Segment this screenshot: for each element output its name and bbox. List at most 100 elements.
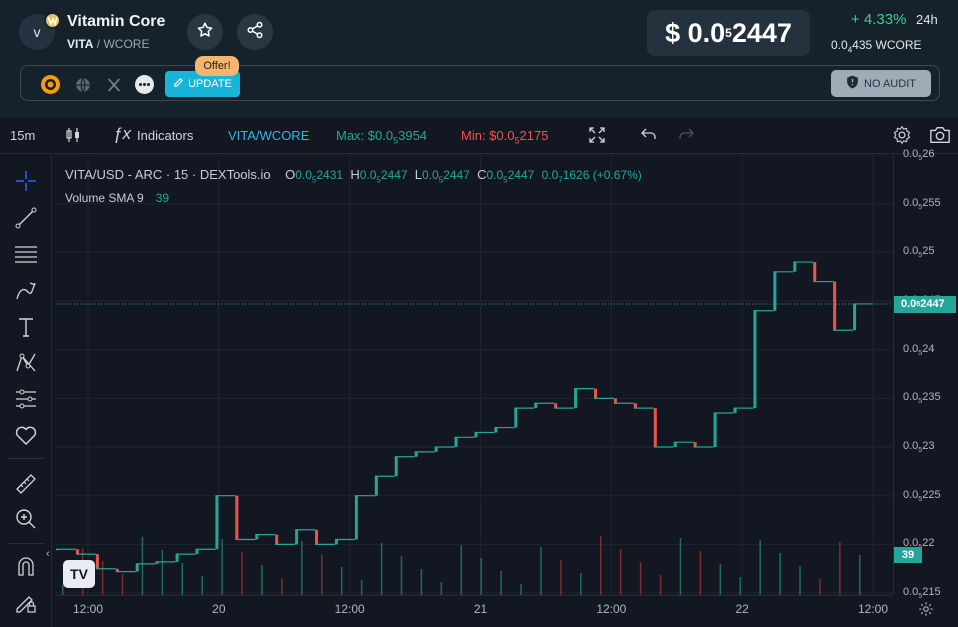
chain-badge-icon	[44, 12, 61, 29]
legend-open-prefix: 0.0	[295, 168, 312, 182]
candle-type-icon[interactable]	[64, 126, 82, 147]
legend-title: VITA/USD - ARC · 15 · DEXTools.io	[65, 167, 271, 182]
token-name: Vitamin Core	[67, 13, 166, 30]
text-tool-icon[interactable]	[12, 313, 40, 341]
settings-gear-icon[interactable]	[892, 125, 912, 148]
candle	[494, 427, 498, 433]
volume-bar	[719, 564, 722, 595]
candle	[155, 561, 159, 564]
favorite-button[interactable]	[187, 14, 223, 50]
undo-icon[interactable]	[640, 127, 657, 144]
crosshair-tool-icon[interactable]	[12, 167, 40, 195]
volume-bar	[161, 550, 164, 595]
legend-close: 0.052447	[486, 168, 534, 185]
ruler-tool-icon[interactable]	[12, 470, 40, 498]
volume-tag: 39	[894, 547, 922, 563]
max-label: Max: $0.0	[336, 128, 394, 143]
edit-icon	[173, 77, 184, 91]
candle	[454, 437, 458, 448]
legend-open: 0.052431	[295, 168, 344, 185]
min-zero-count: 5	[514, 135, 520, 146]
legend-close-prefix: 0.0	[486, 168, 504, 182]
price-axis-label: 0.0523	[903, 440, 935, 455]
volume-bar	[839, 542, 841, 595]
shield-icon	[846, 75, 859, 92]
candle	[534, 403, 538, 409]
price-zero-count: 5	[725, 26, 732, 40]
social-links-bar: UPDATE NO AUDIT	[20, 65, 940, 101]
interval-selector[interactable]: 15m	[10, 128, 36, 143]
time-axis-label: 12:00	[72, 602, 104, 616]
legend-open-digits: 2431	[316, 168, 344, 182]
share-icon	[246, 21, 264, 44]
legend-low-digits: 2447	[443, 168, 470, 182]
chart-legend: VITA/USD - ARC · 15 · DEXTools.io O0.052…	[65, 167, 642, 184]
volume-bar	[121, 574, 124, 595]
price-axis-label: 0.05225	[903, 488, 941, 503]
zoom-in-icon[interactable]	[12, 505, 40, 533]
pattern-tool-icon[interactable]	[12, 349, 40, 377]
prediction-tool-icon[interactable]	[12, 385, 40, 413]
price-prefix: $ 0.0	[665, 17, 726, 48]
brush-tool-icon[interactable]	[12, 277, 40, 305]
drawing-tools-panel: ‹	[0, 155, 52, 627]
magnet-icon[interactable]	[12, 553, 40, 581]
candle	[713, 412, 717, 448]
lock-drawing-icon[interactable]	[12, 589, 40, 617]
min-digits: 2175	[519, 128, 549, 143]
camera-icon[interactable]	[929, 125, 951, 148]
max-digits: 3954	[398, 128, 428, 143]
volume-bar	[420, 569, 423, 595]
time-axis-label: 12:00	[334, 602, 365, 616]
more-links-icon[interactable]	[135, 75, 154, 94]
no-audit-button[interactable]: NO AUDIT	[831, 70, 931, 97]
fx-icon[interactable]: ƒx	[113, 124, 131, 143]
legend-change-digits: 1626 (+0.67%)	[562, 168, 642, 182]
chart-toolbar: 15m ƒx Indicators VITA/WCORE Max: $0.0 5 3…	[0, 118, 958, 154]
candle	[833, 281, 837, 331]
pair-selector[interactable]: VITA/WCORE	[228, 128, 310, 143]
volume-bar	[560, 560, 562, 595]
volume-bar	[281, 578, 283, 595]
redo-icon[interactable]	[678, 127, 695, 144]
price-chart[interactable]	[56, 155, 893, 595]
price-axis-label: 0.05215	[903, 586, 941, 601]
volume-bar	[141, 537, 144, 595]
x-twitter-icon[interactable]	[104, 75, 123, 94]
heart-icon[interactable]	[12, 421, 40, 449]
candle	[275, 534, 279, 545]
pair-price-digits: 435	[852, 38, 873, 52]
time-axis-label: 21	[473, 602, 488, 616]
price-axis-label: 0.05235	[903, 391, 941, 406]
price-axis-label: 0.0525	[903, 245, 935, 260]
tradingview-logo-icon[interactable]: TV	[63, 560, 95, 588]
time-axis[interactable]: 12:00 20 12:00 21 12:00 22 12:00	[56, 595, 893, 627]
collapse-panel-icon[interactable]: ‹	[46, 548, 50, 560]
volume-bar	[321, 554, 323, 595]
volume-bar	[340, 567, 343, 595]
offer-badge[interactable]: Offer!	[195, 56, 239, 76]
volume-bar	[580, 573, 582, 595]
candle	[633, 403, 637, 409]
coin-logo-icon[interactable]	[41, 75, 60, 94]
fullscreen-icon[interactable]	[588, 126, 606, 147]
volume-bar	[619, 549, 622, 595]
volume-bar	[460, 545, 463, 595]
trend-line-tool-icon[interactable]	[12, 204, 40, 232]
token-header: v Vitamin Core VITA / WCORE $ 0.0 5 2447 +…	[0, 0, 958, 118]
candle	[594, 388, 598, 399]
legend-open-zeros: 5	[311, 175, 317, 185]
legend-low-zeros: 5	[438, 175, 444, 185]
indicators-button[interactable]: Indicators	[137, 128, 194, 143]
candle	[753, 310, 757, 409]
candle	[574, 388, 578, 409]
volume-bar	[819, 579, 821, 595]
legend-close-zeros: 5	[503, 175, 508, 185]
candle	[135, 563, 139, 572]
legend-low-prefix: 0.0	[422, 168, 439, 182]
share-button[interactable]	[237, 14, 273, 50]
globe-icon[interactable]	[73, 75, 92, 94]
axis-settings-icon[interactable]	[917, 600, 935, 623]
price-axis[interactable]: 0.05260.052550.05250.052450.05240.052350…	[893, 148, 958, 600]
fib-retracement-tool-icon[interactable]	[12, 240, 40, 268]
